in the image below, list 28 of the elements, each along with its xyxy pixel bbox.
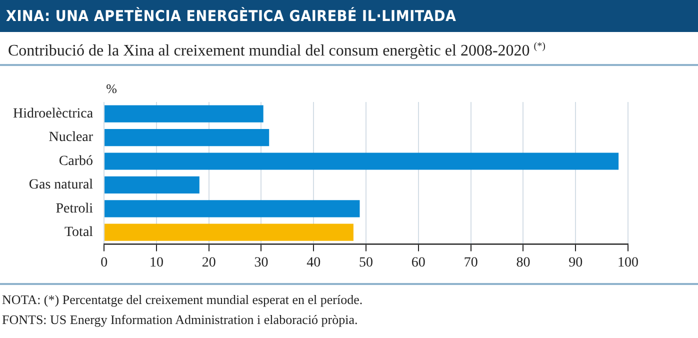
x-tick-label: 0 <box>100 255 108 270</box>
x-tick-label: 10 <box>149 255 164 270</box>
bar <box>104 152 619 170</box>
bar <box>104 200 360 218</box>
x-tick-label: 80 <box>516 255 530 270</box>
text: NOTA: (*) Percentatge del creixement mundial esperat en el període. <box>1 291 364 309</box>
x-tick-label: 90 <box>568 255 583 270</box>
y-tick-label: Gas natural <box>28 178 94 193</box>
y-tick-label: Nuclear <box>48 130 94 146</box>
x-tick-label: 100 <box>618 255 638 270</box>
x-tick-label: 40 <box>306 255 321 270</box>
x-tick-label: 60 <box>411 255 426 270</box>
bar <box>104 176 200 194</box>
bar <box>104 105 264 122</box>
y-tick-label: Total <box>64 225 94 240</box>
x-axis-title: % <box>106 80 118 96</box>
y-tick-label: Petroli <box>56 201 94 216</box>
chart-title: XINA: UNA APETÈNCIA ENERGÈTICA GAIREBÉ IL·LIMITADA <box>0 0 698 32</box>
bar <box>104 128 270 146</box>
x-tick-label: 70 <box>464 255 478 270</box>
y-tick-label: Hidroelèctrica <box>13 106 94 122</box>
text: FONTS: US Energy Information Administration i elaboració pròpia. <box>1 311 359 329</box>
bar <box>104 224 354 241</box>
x-tick-label: 30 <box>254 255 268 270</box>
y-tick-label: Carbó <box>58 154 94 169</box>
x-tick-label: 20 <box>202 255 216 270</box>
x-tick-label: 50 <box>359 255 374 270</box>
chart-subtitle: Contribució de la Xina al creixement mundial del consum energètic el 2008-2020 $^{(*)}$ <box>0 32 698 66</box>
